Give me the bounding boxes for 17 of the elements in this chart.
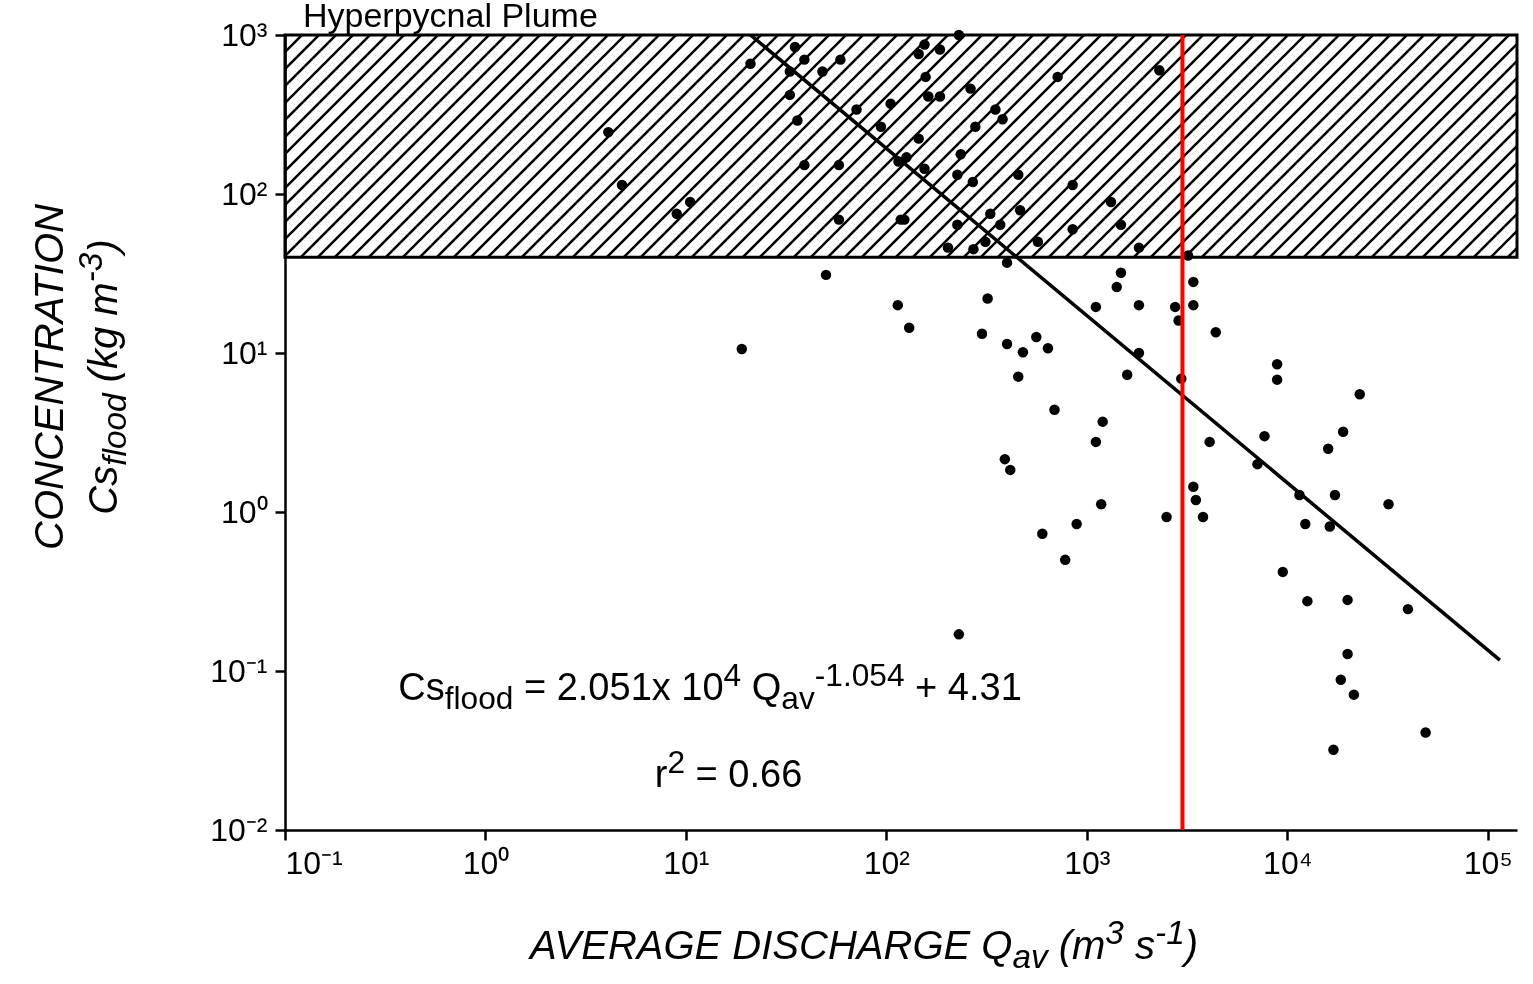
x-tick-label: 10⁵ [1463, 844, 1513, 881]
x-tick-label: 10¹ [663, 844, 710, 881]
y-tick-label: 10⁻¹ [210, 652, 268, 689]
x-axis-title: AVERAGE DISCHARGE Q$_{av}$ (m$^{3}$ s$^{-1}$) [530, 914, 1199, 976]
x-tick-label: 10³ [1064, 844, 1111, 881]
y-tick-label: 10³ [221, 16, 268, 53]
x-tick-label: 10² [863, 844, 911, 881]
y-tick-label: 10⁰ [220, 493, 268, 530]
annotation: r$^{2}$ = 0.66 [654, 744, 803, 797]
x-tick-label: 10⁻¹ [285, 844, 343, 881]
band-label: Hyperpycnal Plume [303, 0, 598, 34]
y-tick-label: 10¹ [221, 334, 268, 371]
x-tick-label: 10⁴ [1263, 844, 1313, 881]
annotation: Cs$_{flood}$ = 2.051x 10$^{4}$ Q$_{av}$$^{-1.054}$ + 4.31 [398, 657, 1022, 717]
y-tick-label: 10² [221, 175, 268, 212]
y-tick-label: 10⁻² [210, 811, 268, 848]
x-tick-label: 10⁰ [462, 844, 510, 881]
